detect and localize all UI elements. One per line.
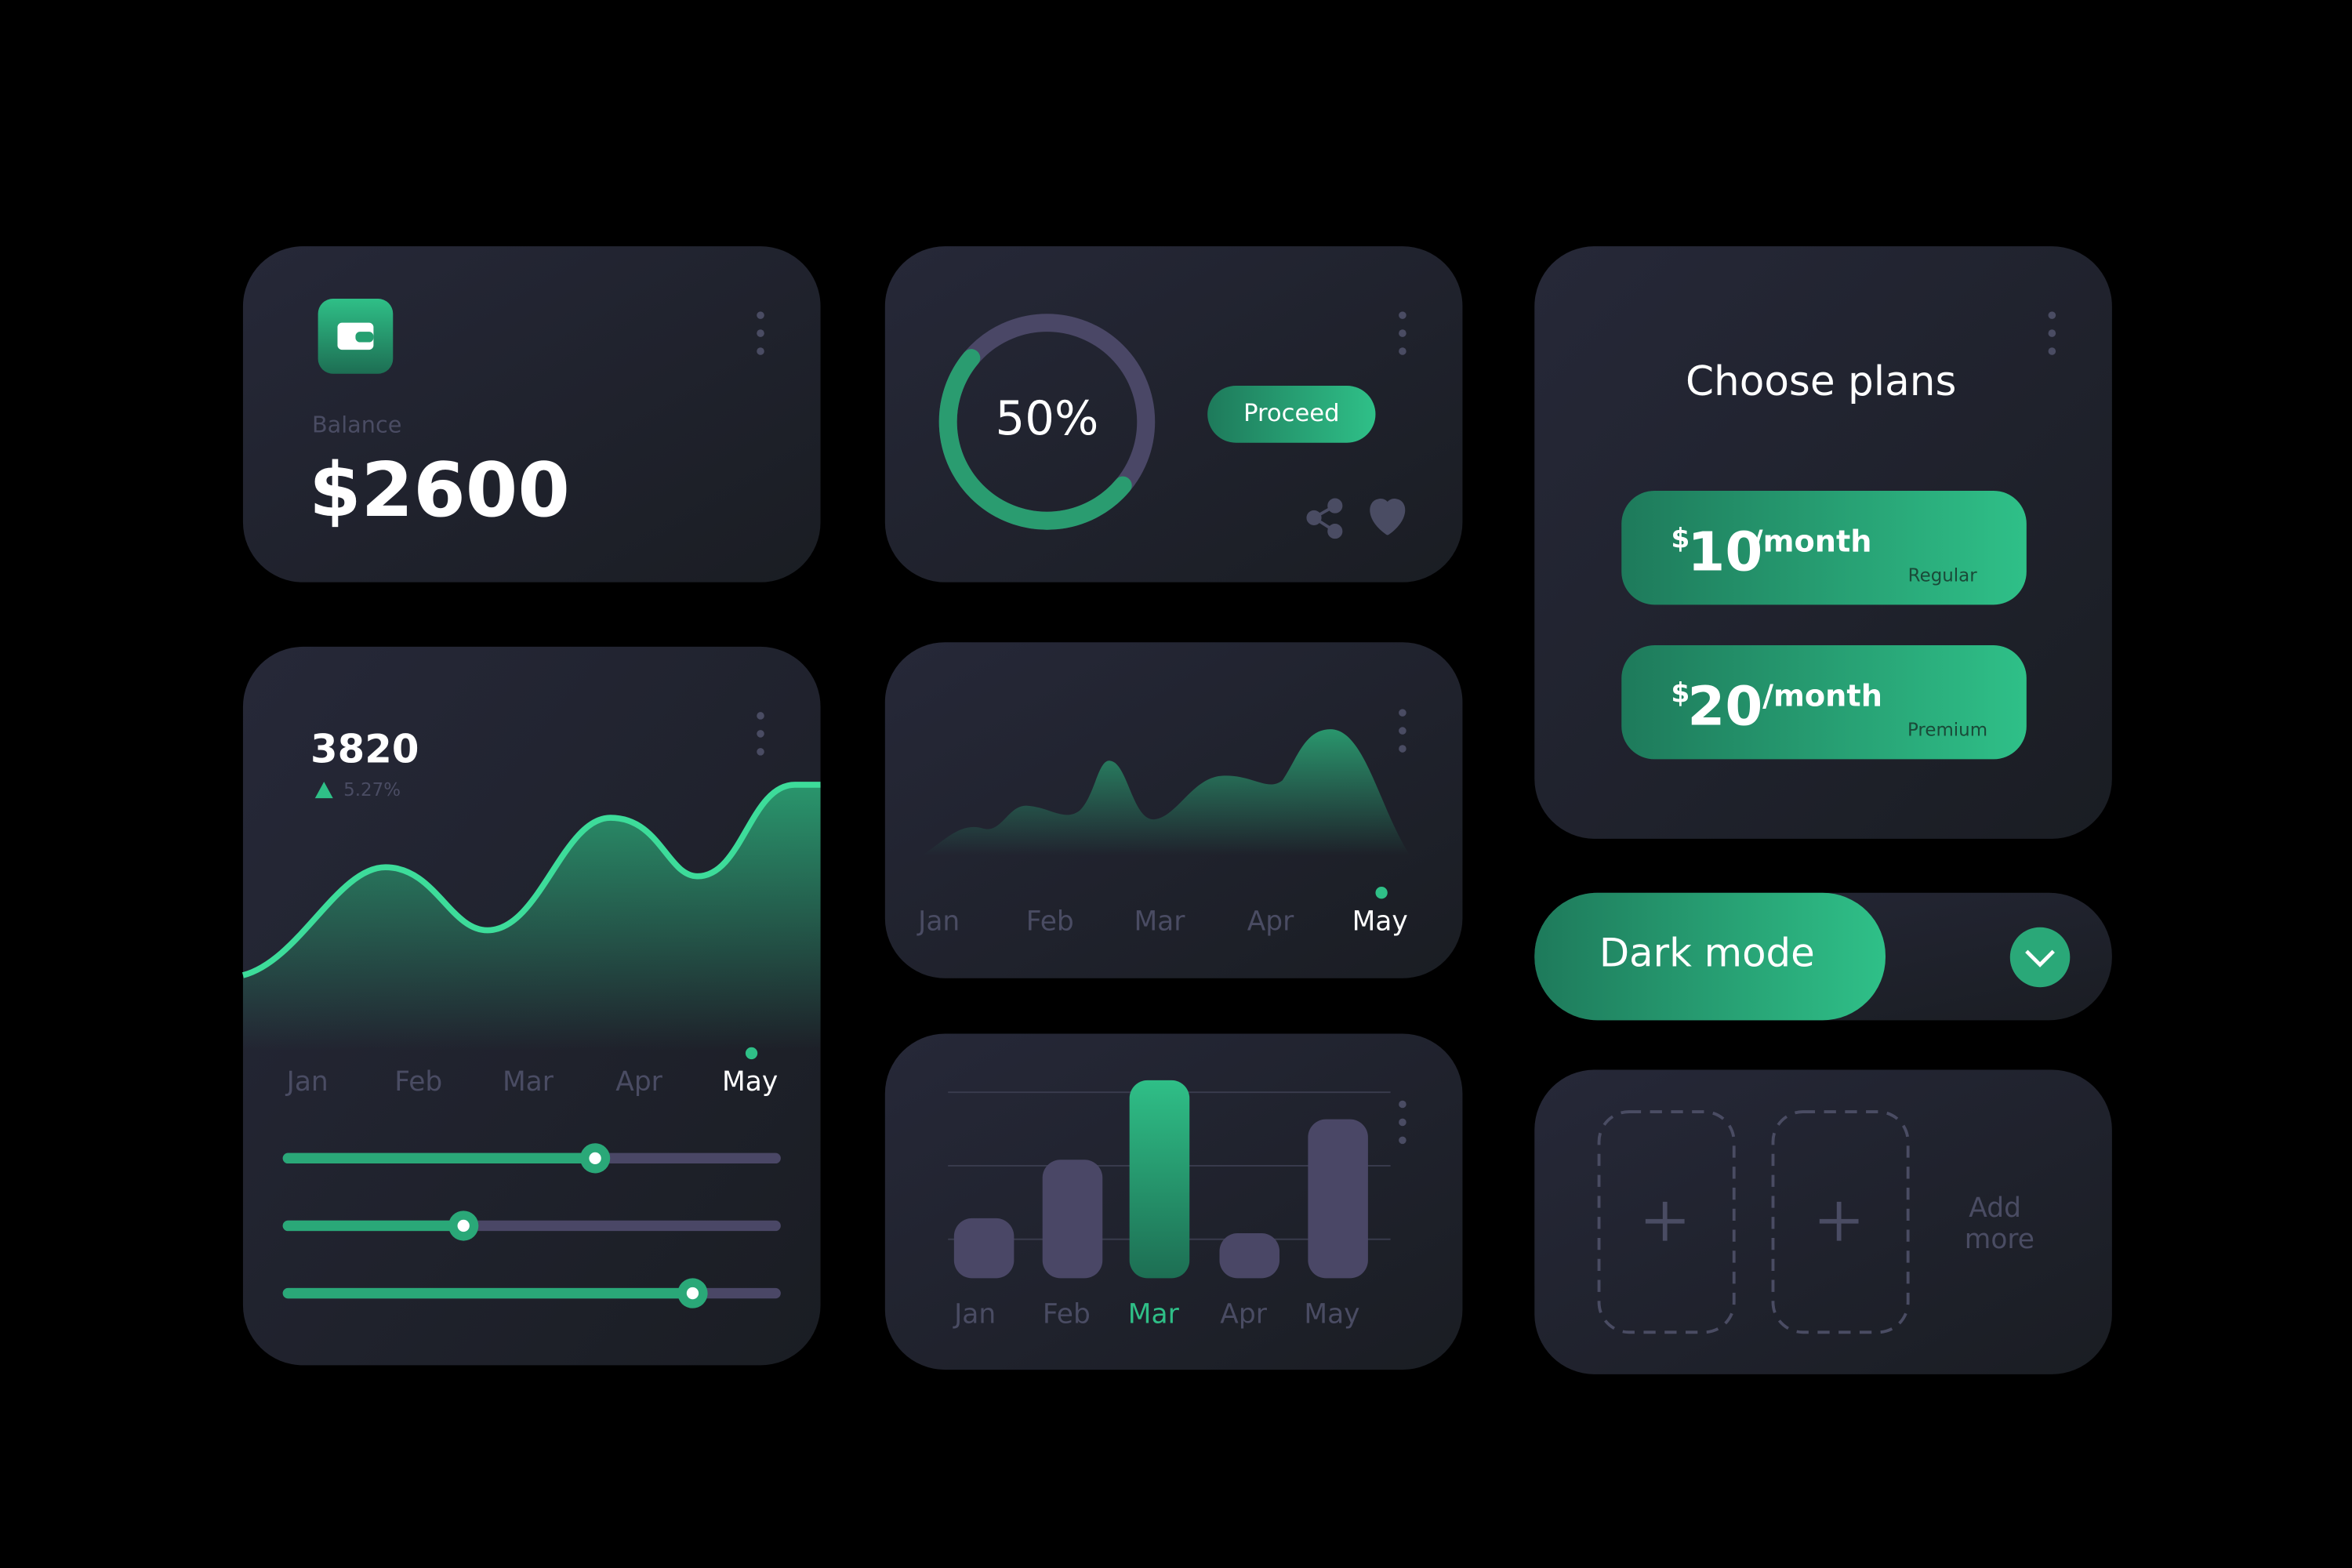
- bar: [1219, 1233, 1280, 1279]
- chevron: [2025, 949, 2055, 967]
- plus-icons: [1645, 1201, 1859, 1241]
- month-label: Feb: [1026, 906, 1074, 937]
- plan-name: Premium: [1907, 720, 1987, 741]
- month-label: Apr: [1220, 1299, 1267, 1330]
- month-label: Feb: [394, 1066, 442, 1098]
- stats-change: 5.27%: [343, 780, 401, 800]
- month-label: Feb: [1043, 1299, 1091, 1330]
- plan-button[interactable]: [1621, 490, 2027, 605]
- add-label[interactable]: more: [1965, 1224, 2034, 1255]
- menu-dots[interactable]: [757, 311, 764, 355]
- add-label[interactable]: Add: [1969, 1192, 2021, 1224]
- plan-period: /month: [1762, 678, 1882, 713]
- plan-price: 20: [1687, 675, 1762, 738]
- plan-price: 10: [1687, 521, 1762, 583]
- month-label: Mar: [1134, 906, 1185, 937]
- menu-dots[interactable]: [1399, 311, 1406, 355]
- theme-toggle-active[interactable]: [1534, 892, 1886, 1021]
- dropdown-button[interactable]: [2009, 927, 2071, 988]
- theme-label[interactable]: Dark mode: [1599, 931, 1815, 976]
- plan-button[interactable]: [1621, 645, 2027, 760]
- plan-name: Regular: [1908, 566, 1978, 586]
- balance-amount: $2600: [309, 446, 570, 534]
- plan-period: /month: [1752, 524, 1872, 559]
- menu-dots[interactable]: [1399, 1100, 1406, 1145]
- wallet-glyph: [355, 332, 374, 343]
- plan-currency: $: [1671, 524, 1690, 555]
- bar: [1129, 1080, 1190, 1279]
- menu-dots[interactable]: [757, 712, 764, 756]
- month-label: May: [1304, 1299, 1359, 1330]
- bar: [953, 1218, 1014, 1279]
- stats-area: [242, 784, 821, 1051]
- menu-dots[interactable]: [1399, 709, 1406, 753]
- up-arrow: [314, 782, 333, 799]
- month-label: Mar: [503, 1066, 554, 1098]
- menu-dots[interactable]: [2048, 311, 2056, 355]
- area-shape: [922, 729, 1410, 855]
- month-label: Apr: [615, 1066, 662, 1098]
- bar: [1308, 1119, 1368, 1279]
- progress-card: [884, 246, 1463, 583]
- selected-dot: [1375, 887, 1388, 899]
- stats-value: 3820: [310, 726, 419, 771]
- slider-knob-center: [589, 1152, 601, 1165]
- share-icon[interactable]: [1306, 498, 1343, 539]
- month-label: Jan: [916, 906, 960, 937]
- balance-label: Balance: [312, 412, 401, 438]
- proceed-button[interactable]: [1207, 386, 1376, 443]
- proceed-label[interactable]: Proceed: [1243, 400, 1339, 427]
- month-label: May: [722, 1066, 778, 1098]
- plan-currency: $: [1671, 678, 1690, 710]
- month-label: Jan: [953, 1299, 996, 1330]
- ring-progress: [938, 314, 1156, 530]
- stats-line: [241, 782, 821, 978]
- add-slot[interactable]: [1597, 1110, 1736, 1334]
- progress-label: 50%: [996, 391, 1099, 445]
- bar: [1042, 1160, 1103, 1279]
- month-label: Jan: [285, 1066, 328, 1098]
- month-label: May: [1352, 906, 1408, 937]
- slider-knob-center: [686, 1287, 699, 1300]
- selected-dot: [745, 1047, 758, 1060]
- add-slot[interactable]: [1771, 1110, 1910, 1334]
- heart-icon[interactable]: [1370, 499, 1406, 535]
- plans-title: Choose plans: [1686, 358, 1956, 405]
- month-label: Apr: [1247, 906, 1294, 937]
- month-label: Mar: [1128, 1299, 1180, 1330]
- slider-knob-center: [457, 1219, 470, 1232]
